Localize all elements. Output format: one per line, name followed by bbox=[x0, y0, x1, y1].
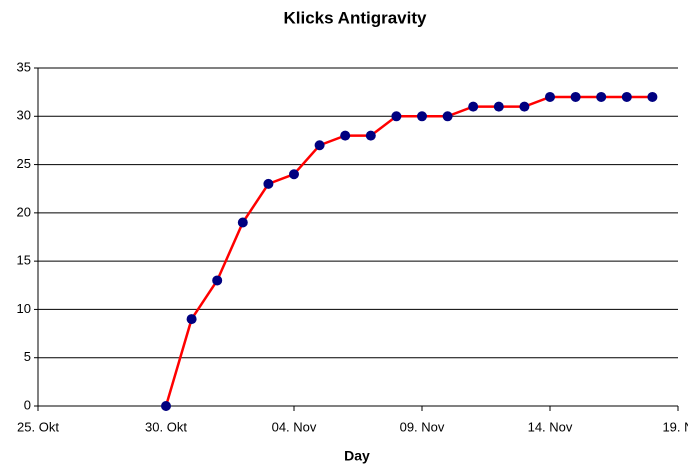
marker bbox=[621, 91, 632, 102]
marker bbox=[596, 91, 607, 102]
marker bbox=[545, 91, 555, 102]
marker bbox=[442, 111, 453, 122]
y-tick-label: 20 bbox=[17, 204, 31, 219]
series-line bbox=[164, 95, 653, 407]
x-tick-label: 09. Nov bbox=[400, 419, 445, 434]
x-tick-label: 04. Nov bbox=[272, 419, 317, 434]
y-tick-label: 0 bbox=[24, 397, 31, 412]
x-tick-label: 30. Okt bbox=[145, 419, 187, 434]
marker bbox=[289, 169, 299, 180]
marker bbox=[186, 314, 197, 325]
marker bbox=[519, 101, 530, 112]
marker bbox=[417, 111, 427, 122]
marker bbox=[314, 140, 325, 151]
marker bbox=[468, 101, 479, 112]
y-tick-label: 5 bbox=[24, 349, 31, 364]
marker bbox=[161, 401, 171, 411]
marker bbox=[237, 217, 248, 228]
marker bbox=[391, 111, 402, 122]
y-tick-label: 30 bbox=[17, 108, 31, 123]
x-tick-label: 19. N bbox=[662, 419, 688, 434]
marker bbox=[340, 130, 351, 141]
y-tick-label: 10 bbox=[17, 301, 31, 316]
x-axis-label: Day bbox=[344, 448, 370, 464]
marker bbox=[493, 101, 504, 112]
x-tick-label: 14. Nov bbox=[528, 419, 573, 434]
marker bbox=[263, 178, 274, 189]
marker bbox=[365, 130, 376, 141]
y-tick-label: 15 bbox=[17, 253, 31, 268]
x-tick-label: 25. Okt bbox=[17, 419, 59, 434]
y-tick-label: 25 bbox=[17, 156, 31, 171]
marker bbox=[570, 91, 581, 102]
y-tick-label: 35 bbox=[17, 59, 31, 74]
chart-title: Klicks Antigravity bbox=[284, 8, 428, 27]
marker bbox=[212, 275, 223, 286]
marker bbox=[647, 91, 658, 102]
